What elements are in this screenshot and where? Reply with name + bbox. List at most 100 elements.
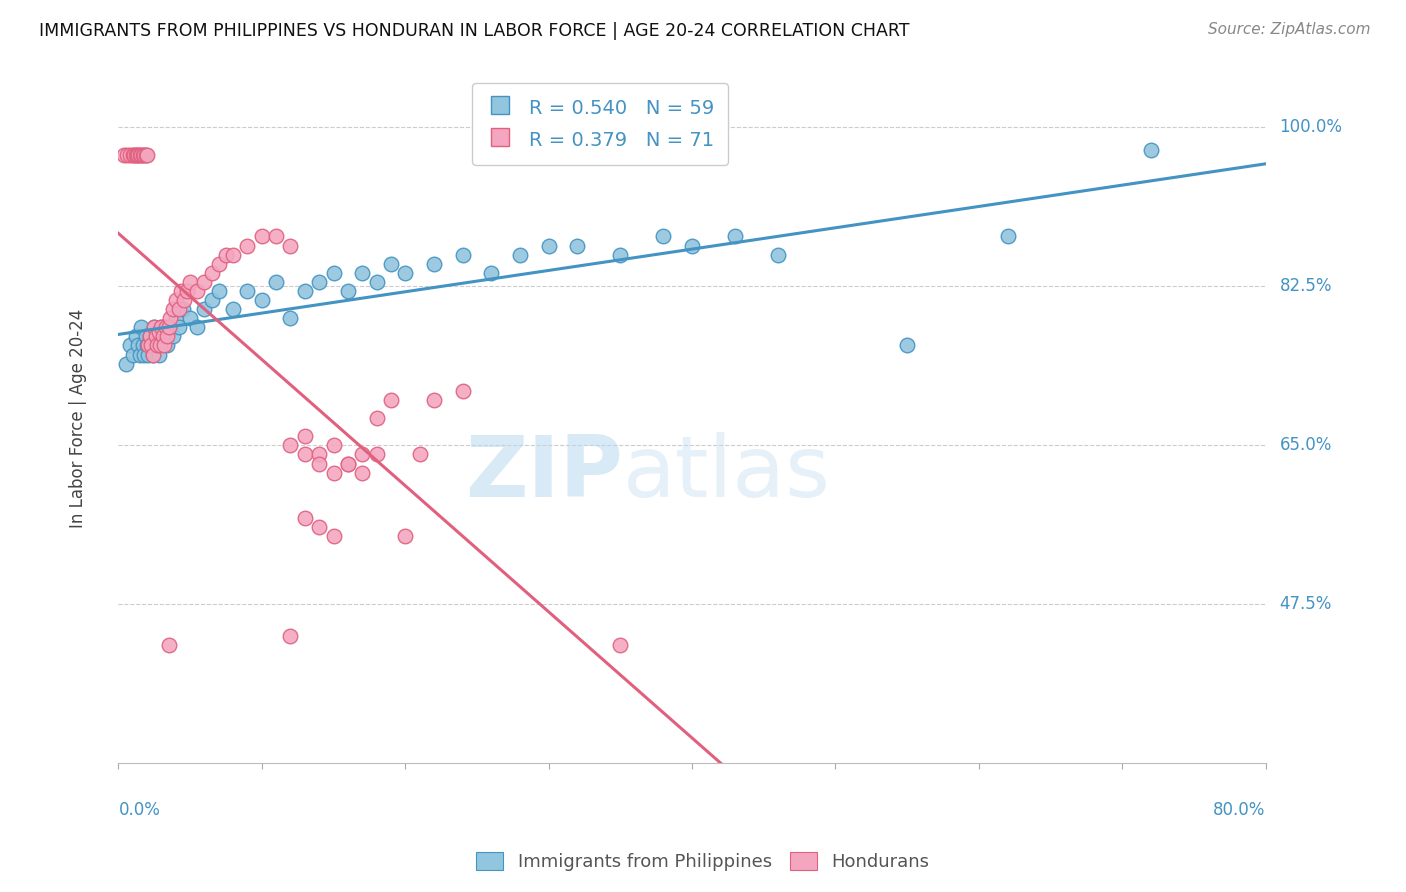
- Point: [322, 266, 344, 280]
- Point: [122, 147, 145, 161]
- Point: [157, 320, 180, 334]
- Point: [250, 229, 273, 244]
- Point: [208, 257, 231, 271]
- Point: [264, 229, 287, 244]
- Point: [336, 457, 359, 471]
- Point: [179, 311, 201, 326]
- Point: [167, 320, 190, 334]
- Text: ZIP: ZIP: [465, 432, 623, 515]
- Point: [208, 284, 231, 298]
- Point: [766, 247, 789, 261]
- Point: [156, 329, 179, 343]
- Point: [172, 302, 194, 317]
- Point: [200, 266, 222, 280]
- Point: [139, 329, 162, 343]
- Point: [118, 147, 141, 161]
- Point: [423, 257, 446, 271]
- Point: [294, 447, 316, 461]
- Text: 82.5%: 82.5%: [1279, 277, 1331, 295]
- Point: [149, 338, 172, 352]
- Point: [167, 302, 190, 317]
- Point: [159, 320, 181, 334]
- Text: 100.0%: 100.0%: [1279, 119, 1343, 136]
- Point: [380, 392, 402, 407]
- Point: [609, 247, 631, 261]
- Point: [322, 438, 344, 452]
- Point: [479, 266, 502, 280]
- Point: [127, 338, 149, 352]
- Point: [157, 638, 180, 652]
- Point: [132, 147, 155, 161]
- Point: [112, 147, 135, 161]
- Point: [132, 338, 155, 352]
- Point: [141, 338, 163, 352]
- Point: [150, 320, 173, 334]
- Point: [294, 284, 316, 298]
- Point: [200, 293, 222, 307]
- Point: [115, 147, 138, 161]
- Point: [451, 384, 474, 398]
- Point: [352, 266, 374, 280]
- Point: [250, 293, 273, 307]
- Point: [681, 238, 703, 252]
- Point: [165, 293, 187, 307]
- Point: [186, 320, 208, 334]
- Point: [135, 329, 157, 343]
- Point: [170, 284, 193, 298]
- Point: [366, 411, 388, 425]
- Point: [131, 147, 153, 161]
- Point: [128, 147, 150, 161]
- Point: [179, 275, 201, 289]
- Point: [997, 229, 1019, 244]
- Point: [139, 329, 162, 343]
- Point: [128, 347, 150, 361]
- Point: [322, 529, 344, 543]
- Point: [134, 147, 156, 161]
- Point: [193, 302, 215, 317]
- Point: [150, 320, 173, 334]
- Text: 0.0%: 0.0%: [118, 801, 160, 819]
- Point: [394, 529, 416, 543]
- Point: [236, 284, 259, 298]
- Point: [609, 638, 631, 652]
- Point: [222, 302, 245, 317]
- Point: [162, 329, 184, 343]
- Point: [336, 457, 359, 471]
- Point: [652, 229, 675, 244]
- Point: [509, 247, 531, 261]
- Point: [153, 329, 176, 343]
- Point: [394, 266, 416, 280]
- Point: [121, 347, 143, 361]
- Point: [280, 238, 302, 252]
- Point: [537, 238, 560, 252]
- Point: [423, 392, 446, 407]
- Point: [143, 320, 166, 334]
- Point: [156, 338, 179, 352]
- Point: [136, 147, 159, 161]
- Point: [136, 338, 159, 352]
- Point: [186, 284, 208, 298]
- Point: [280, 311, 302, 326]
- Point: [308, 447, 330, 461]
- Point: [176, 284, 198, 298]
- Point: [165, 311, 187, 326]
- Point: [173, 293, 195, 307]
- Point: [336, 284, 359, 298]
- Point: [322, 466, 344, 480]
- Point: [193, 275, 215, 289]
- Point: [121, 147, 143, 161]
- Point: [222, 247, 245, 261]
- Text: 65.0%: 65.0%: [1279, 436, 1331, 454]
- Point: [114, 357, 136, 371]
- Point: [567, 238, 589, 252]
- Point: [294, 429, 316, 443]
- Point: [142, 347, 165, 361]
- Point: [366, 275, 388, 289]
- Point: [124, 147, 146, 161]
- Point: [118, 338, 141, 352]
- Point: [145, 329, 167, 343]
- Point: [125, 147, 148, 161]
- Point: [127, 147, 149, 161]
- Point: [896, 338, 918, 352]
- Point: [159, 311, 181, 326]
